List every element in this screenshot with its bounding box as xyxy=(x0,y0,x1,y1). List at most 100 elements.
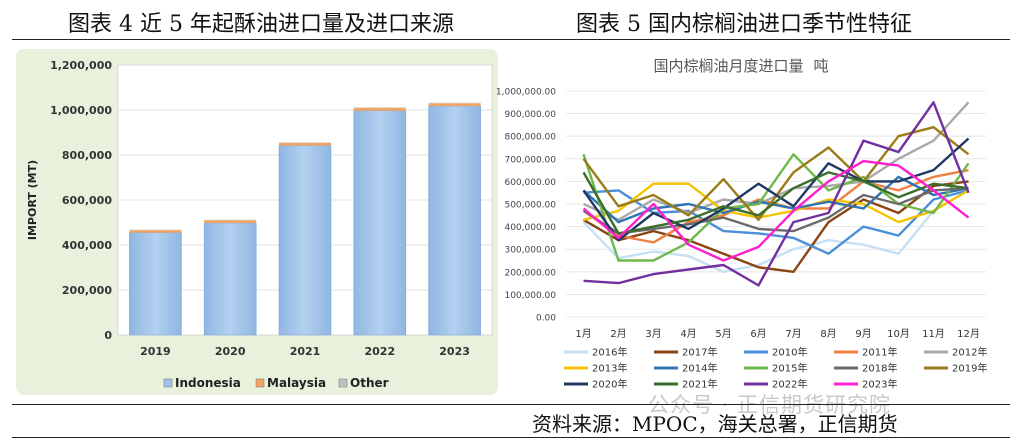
watermark-text: 公众号 · 正信期货研究院 xyxy=(648,393,892,417)
series-line-2017年 xyxy=(582,180,969,274)
bar-segment-indonesia xyxy=(203,222,257,336)
bar-y-axis: 0 200,000 400,000 600,000 800,000 1,000,000 1,… xyxy=(50,59,112,342)
series-line-2015年 xyxy=(582,153,970,262)
bar-y-tick-label: 400,000 xyxy=(62,239,112,252)
line-x-tick-label: 12月 xyxy=(957,328,980,340)
line-x-tick-label: 6月 xyxy=(750,328,766,340)
bar-segment-malaysia xyxy=(279,142,331,146)
line-legend-label: 2023年 xyxy=(862,378,897,391)
bar-legend-swatch xyxy=(338,378,348,388)
line-x-tick-label: 5月 xyxy=(715,328,731,340)
line-legend-label: 2013年 xyxy=(592,362,627,375)
line-legend-label: 2019年 xyxy=(952,362,987,375)
bar-y-tick-label: 1,000,000 xyxy=(50,104,112,117)
line-y-tick-label: 400,000.00 xyxy=(504,223,556,233)
middle-rule xyxy=(12,404,1010,405)
line-legend: 2016年 2017年 2010年 2011年 2012年 2013年 2014年 2015年… xyxy=(564,346,987,391)
line-y-axis: 0.00 100,000.00 200,000.00 300,000.00 400,00… xyxy=(496,88,556,324)
bar-segment-indonesia xyxy=(428,105,481,336)
line-y-tick-label: 100,000.00 xyxy=(504,291,556,301)
figure5-title: 图表 5 国内棕榈油进口季节性特征 xyxy=(576,12,912,37)
bar-legend-swatch xyxy=(163,378,173,388)
line-y-tick-label: 600,000.00 xyxy=(504,178,556,188)
bar-legend-label: Malaysia xyxy=(267,376,326,390)
line-x-tick-label: 9月 xyxy=(855,328,871,340)
line-y-tick-label: 0.00 xyxy=(536,314,556,324)
line-chart-title: 国内棕榈油月度进口量 xyxy=(653,57,803,75)
line-legend-label: 2022年 xyxy=(772,378,807,391)
line-x-tick-label: 1月 xyxy=(575,328,591,340)
line-y-tick-label: 700,000.00 xyxy=(504,155,556,165)
bar-y-tick-label: 200,000 xyxy=(62,284,112,297)
bar-segment-malaysia xyxy=(204,220,257,223)
line-x-tick-label: 2月 xyxy=(610,328,626,340)
bar-series xyxy=(129,102,481,336)
bar-segment-other xyxy=(353,107,406,109)
bar-segment-malaysia xyxy=(129,230,182,233)
line-y-tick-label: 200,000.00 xyxy=(504,268,556,278)
bar-legend-label: Other xyxy=(350,376,389,390)
line-y-tick-label: 500,000.00 xyxy=(504,201,556,211)
line-legend-label: 2020年 xyxy=(592,378,627,391)
bar-segment-indonesia xyxy=(278,145,332,336)
line-y-tick-label: 300,000.00 xyxy=(504,246,556,256)
figure4-panel: 0 200,000 400,000 600,000 800,000 1,000,000 1,… xyxy=(12,45,502,400)
bar-segment-other xyxy=(129,229,182,231)
line-legend-label: 2018年 xyxy=(862,362,897,375)
series-line-2022年 xyxy=(583,101,970,287)
bar-y-tick-label: 600,000 xyxy=(62,194,112,207)
line-series xyxy=(582,101,970,287)
bar-y-tick-label: 800,000 xyxy=(62,149,112,162)
top-rule xyxy=(12,39,1010,40)
line-chart-title-group: 国内棕榈油月度进口量吨 xyxy=(653,57,828,75)
bar-y-tick-label: 1,200,000 xyxy=(50,59,112,72)
bar-x-axis: 2019 2020 2021 2022 2023 xyxy=(140,345,470,358)
line-x-tick-label: 11月 xyxy=(922,328,945,340)
line-legend-label: 2011年 xyxy=(862,346,897,359)
bar-segment-other xyxy=(279,142,331,143)
line-legend-label: 2014年 xyxy=(682,362,717,375)
bar-x-tick-label: 2020 xyxy=(215,345,246,358)
bar-legend-swatch xyxy=(255,378,265,388)
figure4-title: 图表 4 近 5 年起酥油进口量及进口来源 xyxy=(68,12,454,37)
line-legend-label: 2021年 xyxy=(682,378,717,391)
line-x-tick-label: 3月 xyxy=(645,328,661,340)
palm-oil-line-chart: 国内棕榈油月度进口量吨 0.00 100,000.00 200,000.00 300,… xyxy=(496,57,988,391)
source-note: 资料来源：MPOC，海关总署，正信期货 xyxy=(532,412,898,436)
line-chart-unit: 吨 xyxy=(814,57,829,75)
line-gridlines xyxy=(566,90,986,318)
line-x-tick-label: 8月 xyxy=(820,328,836,340)
line-legend-label: 2017年 xyxy=(682,346,717,359)
figure5-panel: 国内棕榈油月度进口量吨 0.00 100,000.00 200,000.00 300,… xyxy=(496,45,1016,400)
line-x-tick-label: 7月 xyxy=(785,328,801,340)
bar-y-tick-label: 0 xyxy=(104,329,112,342)
bar-x-tick-label: 2022 xyxy=(364,345,395,358)
line-x-tick-label: 4月 xyxy=(680,328,696,340)
series-line-2013年 xyxy=(583,182,970,224)
bottom-rule xyxy=(12,437,1010,438)
series-line-2020年 xyxy=(582,137,970,242)
line-x-tick-label: 10月 xyxy=(887,328,910,340)
bar-segment-indonesia xyxy=(353,110,407,336)
line-x-axis: 1月 2月 3月 4月 5月 6月 7月 8月 9月 10月 11月 12月 xyxy=(575,328,980,340)
line-y-tick-label: 900,000.00 xyxy=(504,110,556,120)
bar-segment-malaysia xyxy=(428,103,481,106)
line-legend-label: 2010年 xyxy=(772,346,807,359)
bar-x-tick-label: 2019 xyxy=(140,345,171,358)
bar-segment-other xyxy=(428,102,481,104)
line-y-tick-label: 1,000,000.00 xyxy=(496,88,556,98)
line-legend-label: 2015年 xyxy=(772,362,807,375)
series-line-2021年 xyxy=(582,171,969,235)
bar-segment-other xyxy=(204,219,257,221)
bar-legend-label: Indonesia xyxy=(175,376,241,390)
bar-x-tick-label: 2021 xyxy=(290,345,321,358)
bar-legend: Indonesia Malaysia Other xyxy=(163,376,389,390)
bar-y-axis-label: IMPORT (MT) xyxy=(26,160,39,240)
bar-segment-indonesia xyxy=(129,232,182,336)
bar-x-tick-label: 2023 xyxy=(439,345,470,358)
line-y-tick-label: 800,000.00 xyxy=(504,133,556,143)
line-legend-label: 2016年 xyxy=(592,346,627,359)
import-bar-chart: 0 200,000 400,000 600,000 800,000 1,000,000 1,… xyxy=(16,49,498,395)
bar-segment-malaysia xyxy=(353,107,406,111)
line-legend-label: 2012年 xyxy=(952,346,987,359)
